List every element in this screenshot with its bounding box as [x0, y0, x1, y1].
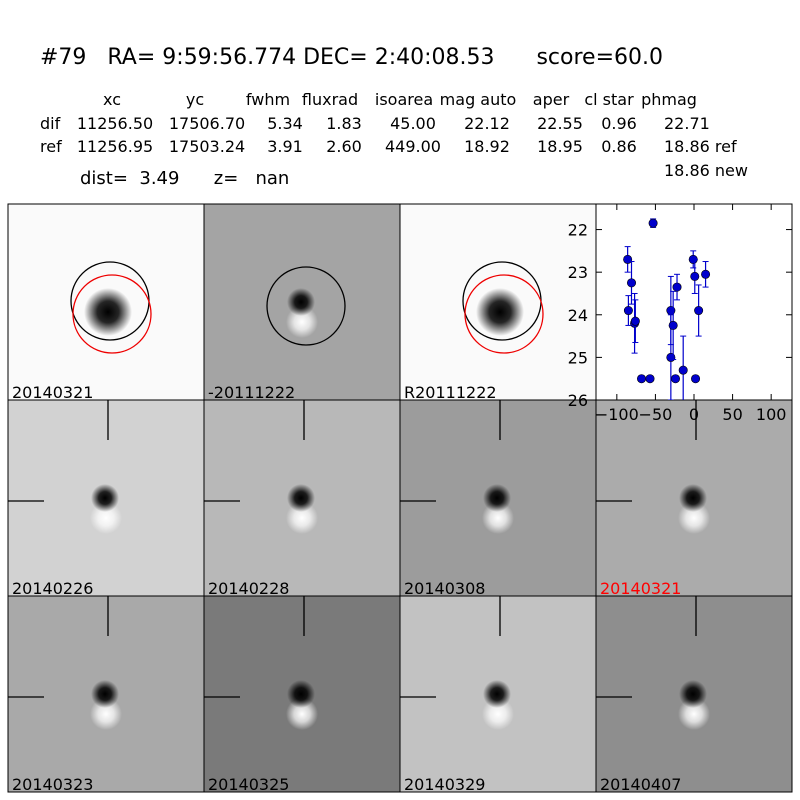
cell: 18.95	[537, 137, 583, 156]
stamp: 20140308	[399, 399, 597, 598]
x-tick-label: 50	[722, 405, 742, 424]
stamp: -20111222	[203, 203, 401, 402]
aperture-ref	[464, 274, 544, 354]
point	[678, 365, 688, 375]
cell: 22.71	[664, 114, 710, 133]
cell: 17503.24	[169, 137, 245, 156]
point	[630, 316, 640, 326]
stamp-label: 20140407	[600, 775, 681, 794]
stamp: 20140325	[203, 595, 401, 794]
residual-dark	[483, 484, 511, 512]
cell: 449.00	[385, 137, 441, 156]
cell: 11256.50	[77, 114, 153, 133]
point	[701, 269, 711, 279]
residual-dark	[679, 484, 707, 512]
residual-dark	[91, 680, 119, 708]
note: 18.86 new	[664, 161, 748, 180]
cell: 22.12	[464, 114, 510, 133]
x-tick-label: −50	[639, 405, 673, 424]
cell: 1.83	[326, 114, 362, 133]
column-header: aper	[533, 90, 570, 109]
row-label: dif	[40, 114, 61, 133]
column-header: cl star	[584, 90, 634, 109]
cell: 0.96	[601, 114, 637, 133]
summary: dist= 3.49 z= nan	[80, 168, 289, 189]
stamp: 20140329	[399, 595, 597, 794]
stamp: 20140407	[595, 595, 793, 794]
x-tick-label: 100	[756, 405, 787, 424]
point	[666, 352, 676, 362]
stamp-label: 20140321	[600, 579, 681, 598]
stamp-label: 20140323	[12, 775, 93, 794]
y-tick-label: 24	[568, 306, 588, 325]
cell: 5.34	[267, 114, 303, 133]
cell: 18.92	[464, 137, 510, 156]
point	[668, 320, 678, 330]
stamp: R20111222	[399, 203, 597, 402]
y-tick-label: 25	[568, 348, 588, 367]
point	[637, 374, 647, 384]
plot-area	[595, 203, 793, 401]
column-header: fluxrad	[302, 90, 358, 109]
x-tick-label: 0	[689, 405, 699, 424]
cell: 45.00	[390, 114, 436, 133]
residual-dark	[287, 484, 315, 512]
stamp: 20140321	[595, 399, 793, 598]
stamp-label: 20140228	[208, 579, 289, 598]
source	[476, 288, 524, 336]
stamp: 20140226	[7, 399, 205, 598]
y-tick-label: 23	[568, 263, 588, 282]
residual-dark	[91, 484, 119, 512]
point	[672, 282, 682, 292]
column-header: xc	[103, 90, 121, 109]
stamp-label: 20140325	[208, 775, 289, 794]
cell: 22.55	[537, 114, 583, 133]
aperture-ref	[72, 274, 152, 354]
stamp: 20140323	[7, 595, 205, 794]
points	[623, 218, 711, 400]
column-header: mag auto	[440, 90, 517, 109]
column-header: phmag	[641, 90, 697, 109]
residual-dark	[679, 680, 707, 708]
x-tick-label: −100	[595, 405, 639, 424]
cell: 3.91	[267, 137, 303, 156]
residual-dark	[483, 680, 511, 708]
point	[670, 374, 680, 384]
stamp-label: 20140329	[404, 775, 485, 794]
title: #79 RA= 9:59:56.774 DEC= 2:40:08.53 scor…	[40, 45, 663, 70]
stamp-label: R20111222	[404, 383, 497, 402]
cell: 17506.70	[169, 114, 245, 133]
column-header: yc	[186, 90, 204, 109]
stamp: 20140228	[203, 399, 401, 598]
source	[84, 288, 132, 336]
y-tick-label: 26	[568, 391, 588, 410]
stamp-border	[595, 595, 793, 793]
column-header: fwhm	[246, 90, 290, 109]
aperture	[266, 266, 346, 346]
column-header: isoarea	[375, 90, 433, 109]
point	[645, 374, 655, 384]
cell: 18.86 ref	[664, 137, 737, 156]
cell: 11256.95	[77, 137, 153, 156]
cell: 0.86	[601, 137, 637, 156]
point	[690, 271, 700, 281]
residual-dark	[287, 680, 315, 708]
point	[691, 374, 701, 384]
stamp: 20140321	[7, 203, 205, 402]
point	[626, 278, 636, 288]
point	[694, 306, 704, 316]
y-tick-label: 22	[568, 221, 588, 240]
point	[623, 306, 633, 316]
point	[648, 218, 658, 228]
stamp-label: 20140321	[12, 383, 93, 402]
point	[666, 306, 676, 316]
stamp-label: 20140226	[12, 579, 93, 598]
row-label: ref	[40, 137, 62, 156]
stamp-label: -20111222	[208, 383, 295, 402]
point	[623, 254, 633, 264]
cell: 2.60	[326, 137, 362, 156]
residual-dark	[287, 288, 315, 316]
stamp-label: 20140308	[404, 579, 485, 598]
